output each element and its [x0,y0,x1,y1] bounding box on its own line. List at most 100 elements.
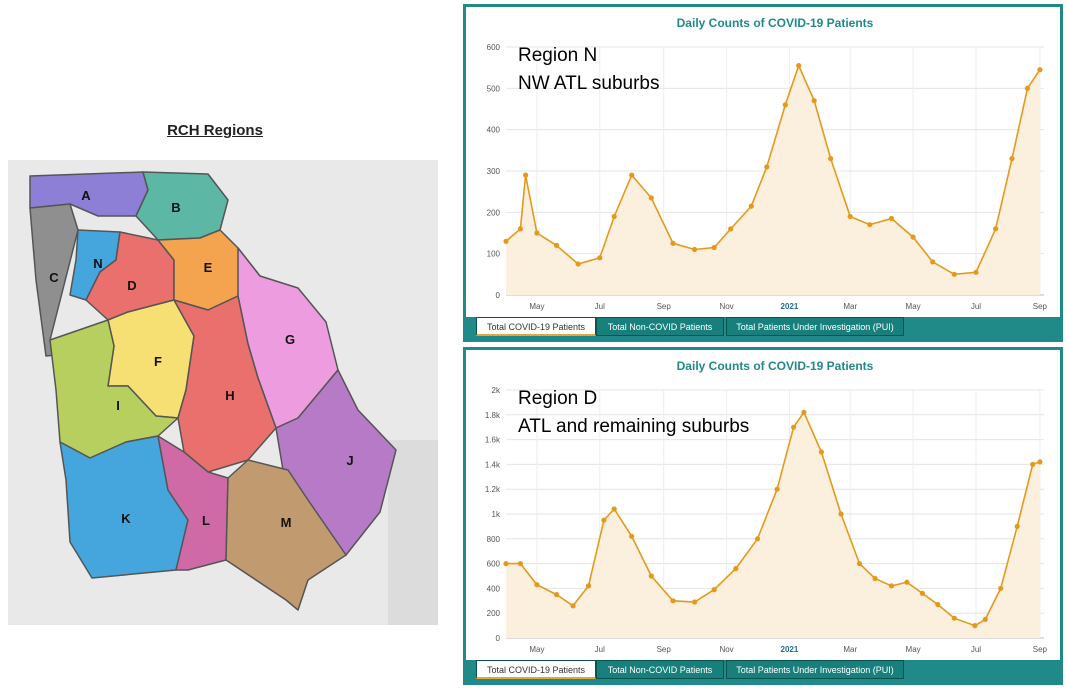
data-point [1037,459,1043,465]
data-point [910,234,916,240]
data-point [972,623,978,629]
chart-title: Daily Counts of COVID-19 Patients [677,359,874,373]
data-point [801,409,807,415]
data-point [1030,461,1036,467]
region-annotation-line: ATL and remaining suburbs [518,416,749,437]
data-point [856,561,863,567]
data-point [782,102,788,108]
data-point [570,603,576,609]
chart-region-d-svg: Daily Counts of COVID-19 Patients 0 200 400… [485,359,1048,654]
region-j-label: J [346,453,353,468]
data-point [774,486,780,492]
region-f-label: F [154,354,162,369]
data-point [692,246,698,253]
region-m-label: M [281,515,292,530]
region-n-label: N [93,256,102,271]
data-point [629,172,635,178]
region-c-label: C [49,270,59,285]
y-tick-label: 300 [487,167,501,176]
y-tick-label: 0 [496,634,501,643]
x-tick-label: May [529,645,544,654]
data-point [872,575,878,582]
map-panel: RCH Regions A B C N D E G F H I J K L M [8,118,438,628]
x-tick-label: 2021 [781,645,799,654]
data-point [517,561,523,567]
data-point [692,599,698,605]
data-point [611,213,617,220]
data-point [811,98,817,104]
data-point [517,226,523,232]
data-point [611,506,617,512]
y-tick-label: 600 [487,43,501,52]
chart-region-n-tabbar: Total COVID-19 Patients Total Non-COVID … [466,317,1060,339]
region-d-label: D [127,278,136,293]
x-tick-label: Jul [971,645,981,654]
data-point [791,424,797,430]
y-tick-label: 500 [487,84,501,93]
data-point [919,590,925,596]
data-point [733,566,739,572]
data-point [534,230,540,236]
data-point [888,583,895,589]
data-point [711,244,717,251]
chart-panel-region-n: Daily Counts of COVID-19 Patients 0 100 200… [463,4,1063,342]
region-l-shape [157,435,229,571]
region-b-label: B [171,200,180,215]
series-area [506,65,1040,295]
region-g-label: G [285,332,295,347]
region-annotation-line: NW ATL suburbs [518,73,660,94]
x-tick-label: Nov [719,302,733,311]
data-point [748,203,754,209]
x-tick-label: May [906,645,921,654]
coastal-water [388,440,438,625]
x-tick-label: 2021 [781,302,799,311]
x-tick-label: Jul [595,645,605,654]
y-tick-label: 400 [487,126,501,135]
x-tick-label: Mar [843,302,857,311]
y-tick-label: 1.2k [485,485,501,494]
region-annotation-line: Region D [518,388,597,409]
y-tick-label: 0 [496,291,501,300]
tab-total-covid-patients[interactable]: Total COVID-19 Patients [476,660,596,679]
data-point [951,615,957,621]
y-tick-label: 1.4k [485,460,501,469]
region-annotation-line: Region N [518,45,597,66]
tab-total-pui[interactable]: Total Patients Under Investigation (PUI) [726,317,904,336]
data-point [930,259,936,265]
region-l-label: L [202,513,210,528]
data-point [847,213,853,220]
y-tick-label: 1.8k [485,411,501,420]
series-area [506,412,1040,638]
data-point [993,226,999,232]
region-e-label: E [204,260,213,275]
data-point [553,242,560,248]
x-tick-label: Sep [1033,302,1048,311]
x-tick-label: Sep [657,302,672,311]
y-tick-label: 200 [487,208,501,217]
data-point [838,511,844,517]
data-point [585,583,592,589]
data-point [888,215,895,222]
x-tick-label: Mar [843,645,857,654]
data-point [553,592,560,598]
x-tick-label: May [529,302,544,311]
y-tick-label: 2k [492,386,501,395]
region-i-label: I [116,398,120,413]
data-point [982,616,988,622]
y-tick-label: 400 [487,584,501,593]
data-point [796,63,802,69]
y-tick-label: 1.6k [485,436,501,445]
tab-total-non-covid-patients[interactable]: Total Non-COVID Patients [596,660,724,679]
tab-total-non-covid-patients[interactable]: Total Non-COVID Patients [596,317,724,336]
tab-total-pui[interactable]: Total Patients Under Investigation (PUI) [726,660,904,679]
data-point [764,164,770,170]
tab-total-covid-patients[interactable]: Total COVID-19 Patients [476,317,596,336]
data-point [1037,67,1043,73]
region-h-label: H [225,388,234,403]
x-tick-label: May [906,302,921,311]
data-point [1014,523,1020,529]
x-tick-label: Nov [719,645,733,654]
data-point [935,601,941,608]
data-point [728,226,734,232]
data-point [601,517,607,523]
